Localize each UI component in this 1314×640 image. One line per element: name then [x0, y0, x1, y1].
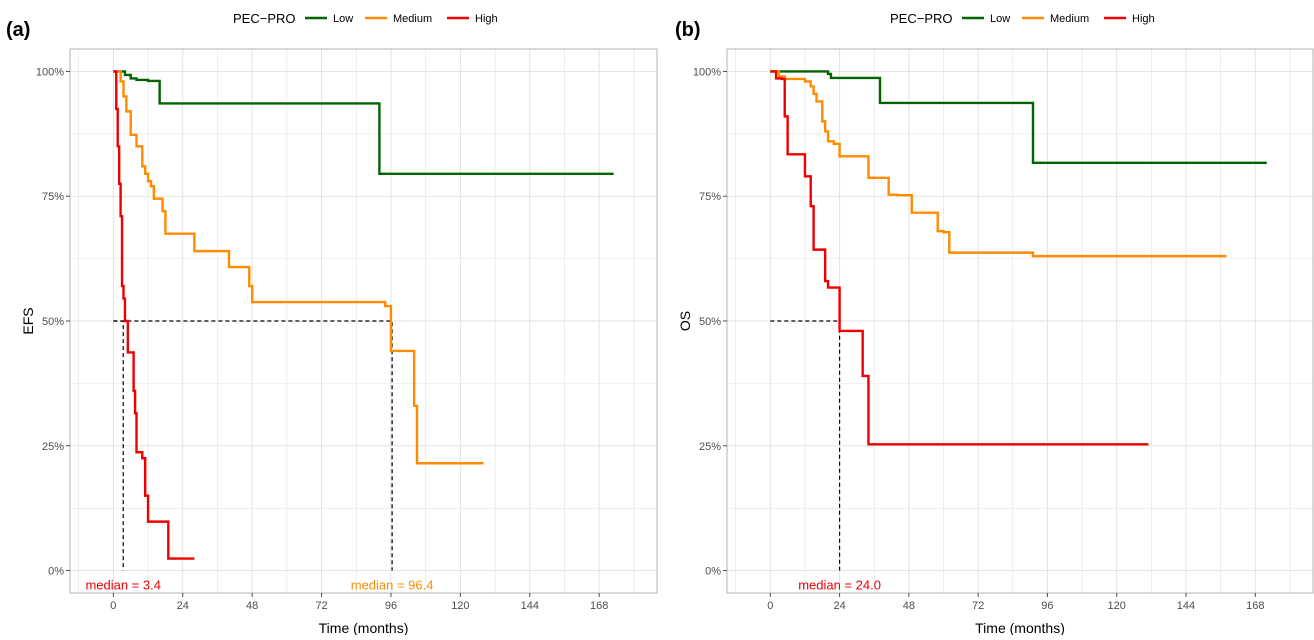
- x-tick-label: 144: [521, 600, 539, 612]
- x-tick-label: 72: [972, 600, 984, 612]
- median-reference-line: [770, 320, 841, 571]
- x-tick-label: 72: [315, 600, 327, 612]
- x-axis-title: Time (months): [319, 620, 409, 635]
- x-tick-label: 120: [451, 600, 469, 612]
- chart-panel-efs: 0 24 48 72 96 120 144 168 0% 25% 50% 75% 100% Time (m…: [6, 11, 658, 636]
- panel-tag: (a): [6, 19, 30, 41]
- x-tick-label: 0: [110, 600, 116, 612]
- legend-label-high: High: [1132, 13, 1155, 25]
- x-tick-label: 96: [1041, 600, 1053, 612]
- y-tick-label: 25%: [42, 441, 64, 453]
- x-tick-label: 168: [1246, 600, 1264, 612]
- y-axis-title: OS: [677, 311, 693, 331]
- chart-panel-os: 0 24 48 72 96 120 144 168 0% 25% 50% 75% 100% Time (m…: [675, 11, 1314, 636]
- x-tick-label: 48: [903, 600, 915, 612]
- y-axis-title: EFS: [20, 307, 36, 334]
- y-tick-label: 0%: [705, 566, 721, 578]
- y-tick-label: 25%: [699, 441, 721, 453]
- survival-curve-medium: [113, 70, 484, 465]
- y-tick-label: 100%: [693, 66, 721, 78]
- y-tick-label: 50%: [699, 316, 721, 328]
- y-tick-label: 75%: [42, 191, 64, 203]
- legend: PEC−PRO Low Medium High: [233, 11, 498, 26]
- survival-curve-high: [770, 70, 1149, 446]
- x-axis-title: Time (months): [975, 620, 1065, 635]
- survival-curve-medium: [770, 70, 1227, 258]
- median-annotation: median = 3.4: [85, 578, 161, 593]
- y-tick-label: 0%: [48, 566, 64, 578]
- y-tick-label: 75%: [699, 191, 721, 203]
- panel-tag: (b): [675, 19, 701, 41]
- x-tick-label: 168: [590, 600, 608, 612]
- x-tick-label: 96: [385, 600, 397, 612]
- legend-label-low: Low: [333, 13, 353, 25]
- legend-label-high: High: [475, 13, 498, 25]
- x-tick-label: 120: [1108, 600, 1126, 612]
- x-tick-label: 48: [246, 600, 258, 612]
- y-tick-label: 50%: [42, 316, 64, 328]
- legend-label-low: Low: [990, 13, 1010, 25]
- x-tick-label: 24: [833, 600, 845, 612]
- median-annotation: median = 96.4: [351, 578, 434, 593]
- legend-title: PEC−PRO: [233, 11, 296, 26]
- legend-label-medium: Medium: [393, 13, 432, 25]
- legend: PEC−PRO Low Medium High: [890, 11, 1155, 26]
- legend-label-medium: Medium: [1050, 13, 1089, 25]
- survival-curve-low: [113, 70, 614, 175]
- x-tick-label: 0: [767, 600, 773, 612]
- x-tick-label: 144: [1177, 600, 1195, 612]
- median-reference-line: [113, 320, 393, 571]
- survival-curve-low: [770, 70, 1267, 164]
- x-tick-label: 24: [177, 600, 189, 612]
- survival-curve-high: [113, 70, 195, 560]
- legend-title: PEC−PRO: [890, 11, 953, 26]
- y-tick-label: 100%: [36, 66, 64, 78]
- median-annotation: median = 24.0: [798, 578, 881, 593]
